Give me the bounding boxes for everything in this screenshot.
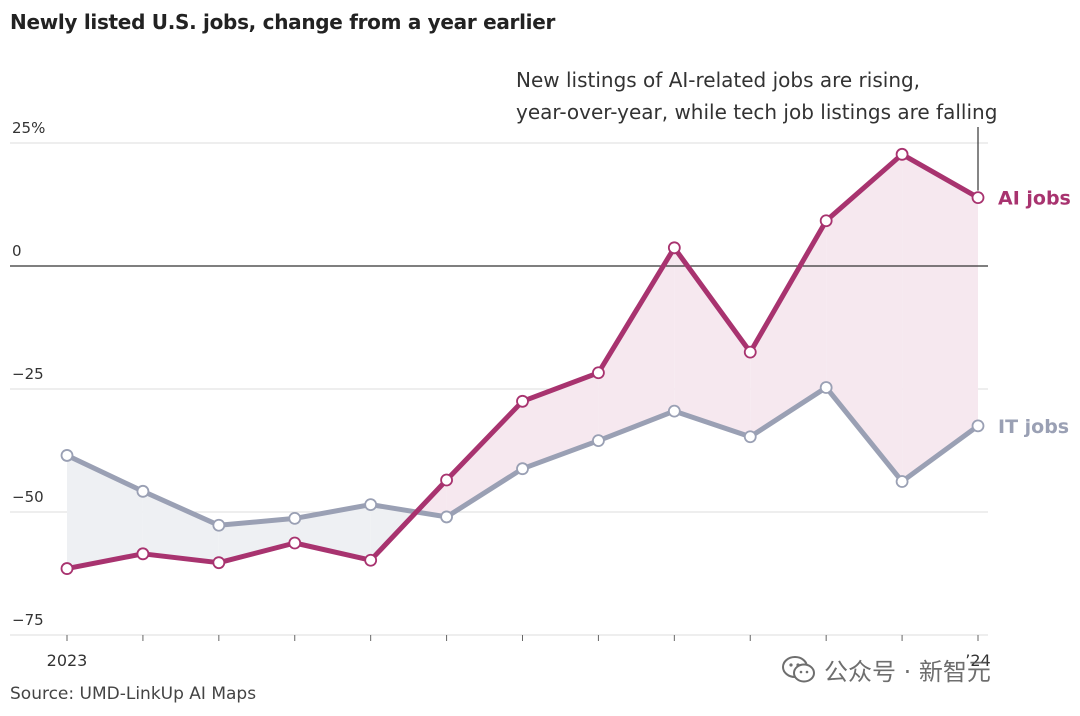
ai-jobs-point — [743, 345, 757, 359]
ai-jobs-point — [364, 553, 378, 567]
watermark: 公众号 · 新智元 — [782, 652, 991, 687]
ai-jobs-point — [592, 366, 605, 380]
source-note: Source: UMD-LinkUp AI Maps — [10, 684, 257, 704]
ai-jobs-point — [667, 241, 681, 255]
it-jobs-point — [136, 484, 150, 498]
ai-jobs-point — [288, 536, 302, 550]
it-jobs-point — [819, 381, 833, 394]
area-fills — [67, 154, 978, 569]
it-jobs-point — [364, 498, 378, 512]
interval-fill — [142, 491, 219, 563]
ai-jobs-point — [516, 394, 529, 408]
interval-fill — [446, 401, 523, 517]
ai-jobs-label: AI jobs — [998, 188, 1071, 210]
ai-jobs-point — [136, 547, 150, 561]
it-jobs-point — [895, 475, 909, 488]
interval-fill — [598, 247, 675, 441]
y-tick-label: −25 — [12, 365, 44, 383]
interval-fill — [750, 220, 827, 437]
y-tick-label: 0 — [12, 242, 22, 260]
interval-fill — [826, 154, 903, 482]
y-tick-label: 25% — [12, 119, 45, 137]
annotation: New listings of AI-related jobs are risi… — [516, 68, 997, 191]
y-tick-label: −75 — [12, 611, 44, 629]
ai-jobs-point — [971, 191, 985, 205]
annotation-line-1: New listings of AI-related jobs are risi… — [516, 68, 920, 92]
axis-labels: 25% 0 −25 −50 −75 2023 ’24 AI jobs IT jobs — [12, 119, 1071, 670]
it-jobs-point — [440, 510, 453, 524]
wechat-icon — [782, 655, 815, 682]
annotation-line-2: year-over-year, while tech job listings … — [516, 100, 997, 124]
it-jobs-point — [743, 430, 757, 444]
data-points — [60, 147, 985, 575]
watermark-text: 公众号 · 新智元 — [824, 658, 991, 686]
interval-fill — [218, 518, 295, 563]
it-jobs-label: IT jobs — [998, 416, 1069, 438]
ai-jobs-point — [895, 147, 909, 161]
it-jobs-point — [971, 419, 985, 433]
y-tick-label: −50 — [12, 488, 44, 506]
it-jobs-point — [667, 404, 681, 418]
chart-title: Newly listed U.S. jobs, change from a ye… — [10, 10, 556, 34]
ai-jobs-point — [60, 562, 74, 575]
it-jobs-point — [60, 449, 74, 462]
x-tick-label: 2023 — [47, 651, 88, 670]
it-jobs-point — [288, 511, 302, 525]
ai-jobs-point — [819, 214, 833, 228]
x-tick-label: ’24 — [965, 651, 990, 670]
it-jobs-point — [212, 518, 226, 532]
interval-fill — [902, 154, 978, 482]
ai-jobs-point — [440, 473, 453, 487]
it-jobs-point — [516, 462, 529, 476]
it-jobs-point — [592, 434, 605, 448]
interval-fill — [674, 247, 751, 437]
ai-jobs-point — [212, 556, 226, 570]
